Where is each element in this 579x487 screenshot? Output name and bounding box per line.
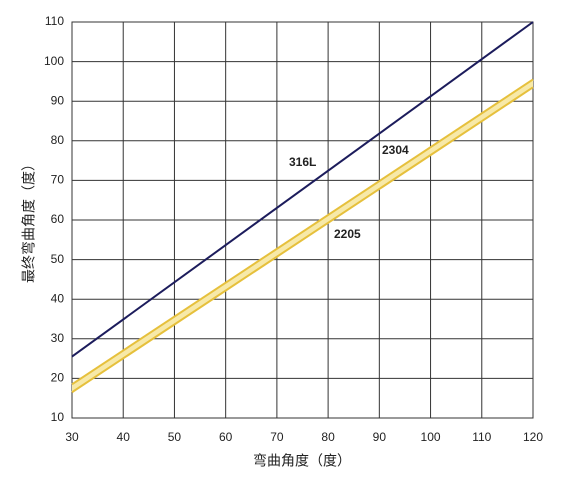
x-tick-label: 120 [523, 430, 543, 444]
x-tick-label: 70 [270, 430, 284, 444]
y-tick-label: 90 [51, 93, 65, 107]
y-axis-title: 最终弯曲角度（度） [21, 157, 37, 283]
y-tick-label: 20 [51, 371, 65, 385]
series-line [71, 86, 534, 394]
y-tick-label: 80 [51, 133, 65, 147]
y-tick-label: 110 [45, 14, 64, 28]
y-tick-label: 40 [51, 291, 65, 305]
x-tick-label: 90 [373, 430, 387, 444]
x-tick-label: 110 [472, 430, 491, 444]
x-tick-label: 60 [219, 430, 233, 444]
x-tick-label: 80 [321, 430, 335, 444]
x-tick-label: 50 [168, 430, 182, 444]
series-label: 2205 [334, 227, 361, 241]
series-label: 316L [289, 155, 316, 169]
series-line [71, 78, 534, 386]
y-tick-label: 30 [51, 331, 65, 345]
y-tick-label: 70 [51, 173, 65, 187]
series-line [71, 21, 534, 358]
series-label: 2304 [382, 143, 409, 157]
y-tick-label: 60 [51, 212, 65, 226]
x-tick-label: 100 [421, 430, 441, 444]
y-tick-label: 10 [51, 410, 65, 424]
y-tick-label: 50 [51, 252, 65, 266]
plot-border [71, 21, 534, 419]
band-fill [72, 79, 533, 393]
x-axis-title: 弯曲角度（度） [253, 453, 351, 469]
y-tick-label: 100 [44, 54, 64, 68]
x-tick-label: 30 [65, 430, 79, 444]
x-tick-label: 40 [117, 430, 131, 444]
